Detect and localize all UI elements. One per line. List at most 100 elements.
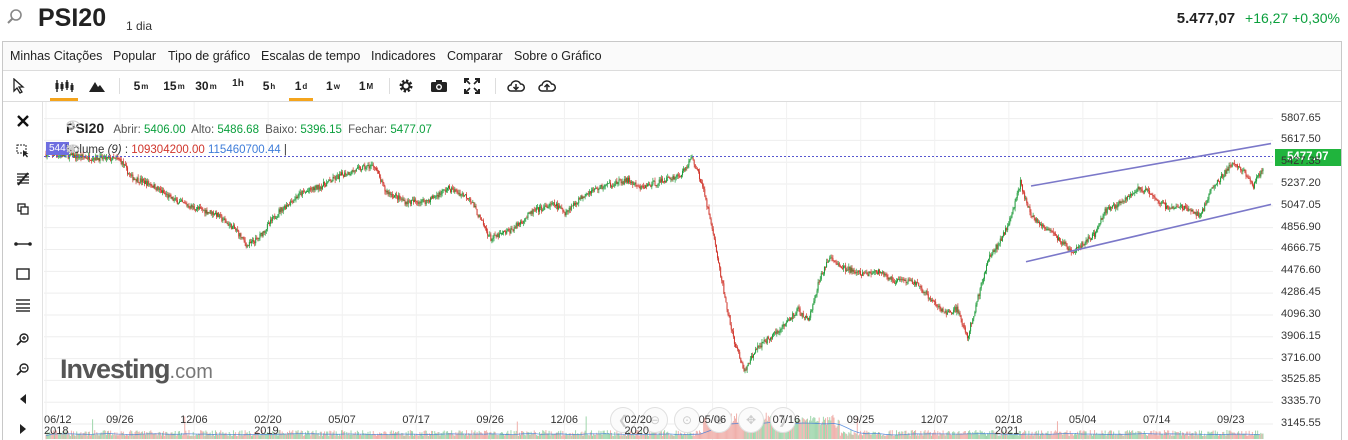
interval-1h[interactable]: 1h: [232, 78, 244, 89]
candle-body: [1030, 212, 1032, 217]
hide-drawings-button[interactable]: [9, 168, 37, 190]
volume-bar: [1185, 434, 1187, 439]
plot-area[interactable]: 544 PSI20 Abrir: 5406.00 Alto: 5486.68 B…: [44, 102, 1273, 440]
gear-icon[interactable]: [66, 144, 76, 154]
zoom-in-button[interactable]: [9, 328, 37, 350]
candle-body: [1188, 209, 1190, 212]
candle-body: [696, 168, 698, 170]
nav-reset-button[interactable]: ⊙: [674, 407, 700, 433]
remove-drawings-button[interactable]: [9, 110, 37, 132]
volume-bar: [506, 432, 508, 439]
scroll-left-button[interactable]: [9, 388, 37, 410]
menu-tipo-de-grafico[interactable]: Tipo de gráfico: [168, 49, 251, 63]
candle-body: [638, 185, 640, 187]
volume-bar: [948, 431, 950, 439]
candle-body: [767, 336, 769, 339]
candle-body: [127, 167, 129, 175]
candle-body: [146, 180, 148, 186]
settings-button[interactable]: [393, 71, 419, 101]
volume-bar: [1077, 431, 1079, 439]
volume-bar: [672, 435, 674, 439]
volume-bar: [55, 430, 57, 439]
menu-popular[interactable]: Popular: [113, 49, 157, 63]
candle-body: [308, 190, 310, 192]
volume-bar: [516, 421, 518, 439]
volume-bar: [1052, 433, 1054, 439]
candle-body: [1080, 245, 1082, 249]
menu-comparar[interactable]: Comparar: [447, 49, 503, 63]
interval-15m[interactable]: 15 m: [163, 79, 185, 93]
candle-body: [467, 198, 469, 199]
candle-body: [957, 306, 959, 314]
candle-body: [1014, 201, 1016, 209]
search-icon[interactable]: [6, 8, 24, 31]
clone-button[interactable]: [9, 198, 37, 220]
candle-body: [175, 198, 177, 201]
menu-escalas-de-tempo[interactable]: Escalas de tempo: [261, 49, 361, 63]
select-tool-button[interactable]: [9, 140, 37, 162]
volume-bar: [88, 431, 90, 439]
volume-bar: [96, 432, 98, 439]
candle-body: [1242, 170, 1244, 172]
candle-body: [470, 198, 472, 202]
volume-bar: [496, 434, 498, 439]
candle-body: [453, 188, 455, 193]
candle-body: [737, 347, 739, 350]
area-type-button[interactable]: [83, 71, 111, 101]
upload-button[interactable]: [534, 71, 560, 101]
volume-bar: [198, 433, 200, 439]
nav-scroll-button[interactable]: ✥: [738, 407, 764, 433]
volume-bar: [74, 435, 76, 439]
volume-bar: [117, 435, 119, 439]
nav-forward-button[interactable]: ❯: [770, 407, 796, 433]
candle-body: [243, 237, 245, 241]
volume-bar: [536, 435, 538, 439]
screenshot-button[interactable]: [426, 71, 452, 101]
volume-bar: [905, 430, 907, 439]
volume-bar: [1210, 431, 1212, 439]
cursor-tool[interactable]: [7, 71, 31, 101]
menu-minhas-citacoes[interactable]: Minhas Citações: [10, 49, 103, 63]
candle-body: [1072, 252, 1074, 254]
candle-body: [981, 282, 983, 284]
rectangle-tool-button[interactable]: [9, 263, 37, 285]
close-icon[interactable]: [66, 144, 75, 153]
zoom-out-button[interactable]: [9, 358, 37, 380]
candle-body: [456, 190, 458, 193]
line-tool-button[interactable]: [9, 233, 37, 255]
nav-zoom-out-button[interactable]: ⊖: [642, 407, 668, 433]
menu-indicadores[interactable]: Indicadores: [371, 49, 436, 63]
menu-sobre-o-grafico[interactable]: Sobre o Gráfico: [514, 49, 602, 63]
volume-bar: [360, 434, 362, 439]
fibonacci-tool-button[interactable]: [9, 294, 37, 316]
volume-bar: [200, 430, 202, 439]
candle-body: [778, 331, 780, 333]
y-tick-label: 4286.45: [1281, 286, 1321, 299]
candle-body: [1234, 163, 1236, 165]
drawn-lines[interactable]: [44, 142, 1273, 263]
volume-bar: [1080, 430, 1082, 439]
candle-body: [1231, 162, 1233, 167]
candle-body: [116, 157, 118, 159]
price-axis[interactable]: 5477.07 5807.65 5617.50 5427.35 5237.20 5047…: [1273, 102, 1343, 440]
download-button[interactable]: [503, 71, 529, 101]
volume-bar: [599, 433, 601, 439]
fullscreen-button[interactable]: [459, 71, 485, 101]
volume-bar: [235, 432, 237, 439]
volume-bar: [1045, 432, 1047, 439]
candle-body: [350, 173, 352, 175]
nav-zoom-in-button[interactable]: ⊕: [706, 407, 732, 433]
interval-30m[interactable]: 30 m: [195, 79, 217, 93]
scroll-right-button[interactable]: [9, 418, 37, 440]
nav-back-button[interactable]: ❮: [610, 407, 636, 433]
price-change-pct: +0,30%: [1292, 10, 1340, 26]
gear-icon[interactable]: [66, 120, 76, 130]
candle-body: [1027, 203, 1029, 208]
candles-type-button[interactable]: [47, 71, 81, 101]
volume-bar: [1082, 431, 1084, 439]
